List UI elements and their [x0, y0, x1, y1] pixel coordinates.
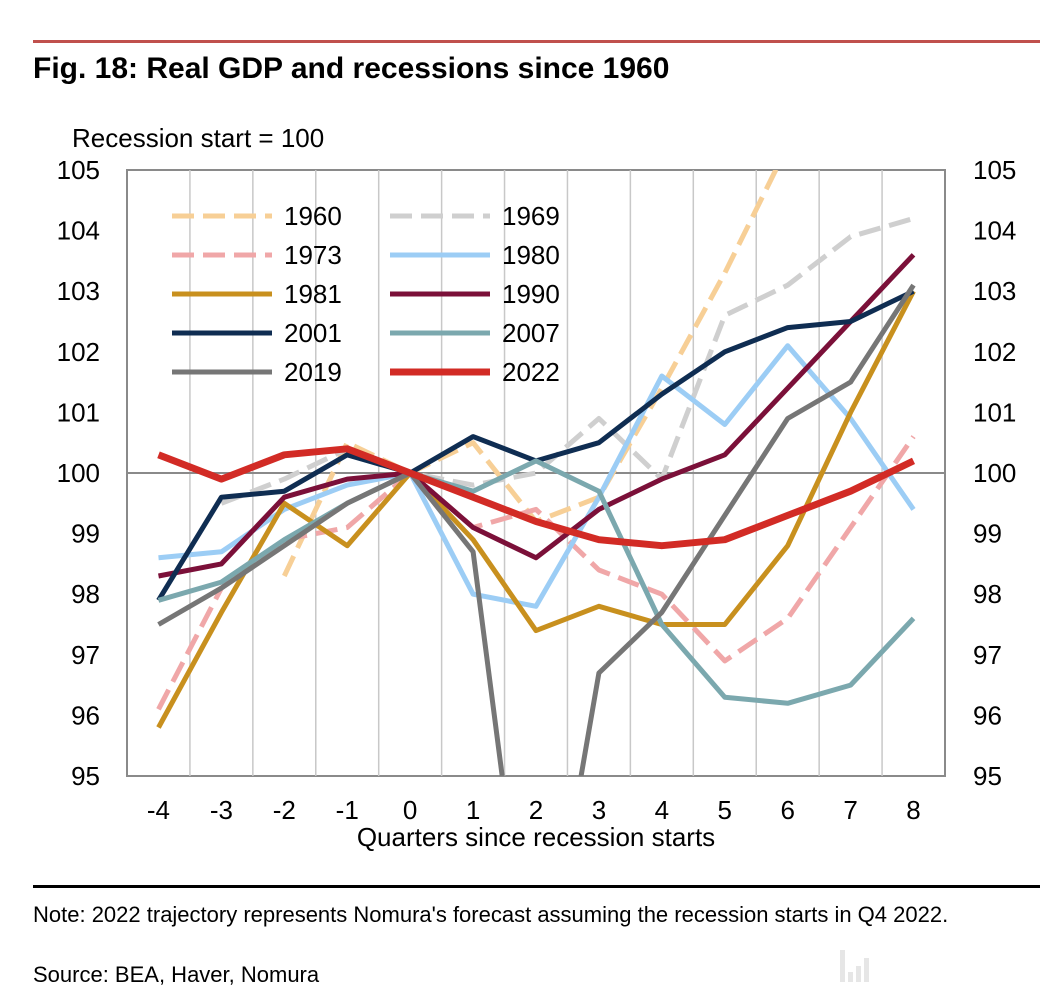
watermark-logo	[840, 950, 869, 982]
y-tick-label-right: 97	[973, 640, 1002, 670]
x-tick-label: 5	[718, 795, 732, 825]
x-tick-label: 7	[843, 795, 857, 825]
x-tick-label: -1	[336, 795, 359, 825]
y-tick-label-right: 101	[973, 397, 1016, 427]
y-axis-title: Recession start = 100	[72, 123, 324, 153]
legend-label-1981: 1981	[284, 279, 342, 309]
footnote: Note: 2022 trajectory represents Nomura'…	[33, 902, 949, 927]
y-tick-label-right: 95	[973, 761, 1002, 791]
x-tick-label: 2	[529, 795, 543, 825]
footer-rule	[33, 885, 1040, 888]
x-tick-label: -3	[210, 795, 233, 825]
y-tick-label-right: 100	[973, 458, 1016, 488]
source-line: Source: BEA, Haver, Nomura	[33, 962, 320, 987]
y-tick-label-right: 99	[973, 519, 1002, 549]
x-tick-label: 3	[592, 795, 606, 825]
top-rule	[33, 40, 1040, 43]
y-tick-label-right: 105	[973, 155, 1016, 185]
y-tick-label-left: 95	[71, 761, 100, 791]
y-tick-label-left: 102	[57, 337, 100, 367]
figure-title: Fig. 18: Real GDP and recessions since 1…	[33, 52, 670, 85]
y-tick-label-left: 101	[57, 397, 100, 427]
series-line-1973	[156, 435, 916, 711]
y-tick-label-left: 99	[71, 519, 100, 549]
y-tick-label-left: 104	[57, 216, 100, 246]
legend: 1960 1969 1973 1980 1981 1990 2001 2007 2019 2022	[172, 201, 560, 387]
y-tick-label-right: 103	[973, 276, 1016, 306]
y-tick-label-left: 100	[57, 458, 100, 488]
y-tick-label-left: 97	[71, 640, 100, 670]
watermark-bars-icon	[840, 950, 869, 982]
y-tick-label-left: 96	[71, 700, 100, 730]
series-line-2007	[157, 458, 916, 706]
series-line-2019	[157, 283, 916, 776]
x-tick-label: -4	[147, 795, 170, 825]
legend-label-2022: 2022	[502, 357, 560, 387]
y-tick-label-right: 102	[973, 337, 1016, 367]
series-line-1981	[156, 290, 916, 729]
series-line-1980	[158, 343, 916, 609]
x-tick-label: 0	[403, 795, 417, 825]
x-axis-title: Quarters since recession starts	[357, 822, 715, 852]
y-tick-label-right: 104	[973, 216, 1016, 246]
y-tick-label-right: 96	[973, 700, 1002, 730]
y-tick-label-right: 98	[973, 579, 1002, 609]
legend-label-1980: 1980	[502, 240, 560, 270]
legend-label-2019: 2019	[284, 357, 342, 387]
legend-label-2001: 2001	[284, 318, 342, 348]
legend-label-2007: 2007	[502, 318, 560, 348]
x-tick-label: 8	[906, 795, 920, 825]
y-tick-label-left: 105	[57, 155, 100, 185]
y-tick-label-left: 98	[71, 579, 100, 609]
legend-label-1969: 1969	[502, 201, 560, 231]
x-tick-label: 6	[780, 795, 794, 825]
series-line-1969	[220, 216, 915, 506]
series-line-1990	[158, 253, 916, 579]
x-tick-label: 4	[655, 795, 669, 825]
legend-label-1960: 1960	[284, 201, 342, 231]
legend-label-1990: 1990	[502, 279, 560, 309]
legend-label-1973: 1973	[284, 240, 342, 270]
x-tick-label: -2	[273, 795, 296, 825]
x-tick-label: 1	[466, 795, 480, 825]
series-lines	[156, 170, 916, 776]
y-tick-label-left: 103	[57, 276, 100, 306]
series-line-2022	[157, 445, 916, 550]
